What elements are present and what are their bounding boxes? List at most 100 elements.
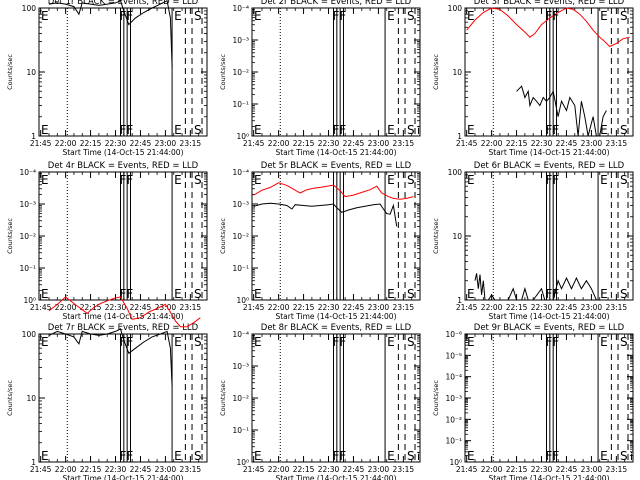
f-band [126,7,131,137]
panel-det-2r: Det 2r BLACK = Events, RED = LLD 10⁰ 10⁻¹ 1… [219,0,421,157]
marker-f: FF [546,123,560,137]
f-band [126,171,131,301]
marker-f: FF [120,173,134,187]
x-tick-label: 22:15 [80,465,102,474]
marker-e: E [387,287,395,301]
marker-e: E [174,173,182,187]
y-axis-label: Counts/sec [6,218,14,254]
marker-i: i [630,450,633,463]
y-tick-label: 10⁻¹ [232,264,249,273]
x-tick-label: 22:30 [318,139,340,148]
x-tick-label: 21:45 [30,139,52,148]
marker-e: E [600,123,608,137]
x-tick-label: 22:00 [481,139,503,148]
y-tick-label: 10 [26,68,36,77]
plot-frame [38,7,208,137]
y-axis-label: Counts/sec [432,218,440,254]
panel-title: Det 4r BLACK = Events, RED = LLD [48,161,199,171]
marker-f: FF [546,287,560,301]
y-tick-label: 10⁻⁴ [232,330,249,339]
x-tick-label: 22:30 [318,465,340,474]
x-tick-label: 22:45 [130,139,152,148]
f-band [339,171,344,301]
x-tick-label: 22:15 [293,465,315,474]
marker-e: E [254,449,262,463]
marker-e: E [174,335,182,349]
x-tick-label: 22:45 [343,303,365,312]
x-tick-label: 23:15 [606,465,628,474]
marker-e: E [387,9,395,23]
y-axis-label: Counts/sec [219,54,227,90]
y-tick-label: 10⁻² [445,415,462,424]
panel-det-7r: Det 7r BLACK = Events, RED = LLD 1 10 100 21… [6,296,208,480]
y-tick-label: 100 [448,4,463,13]
x-tick-label: 23:15 [606,139,628,148]
x-tick-label: 23:00 [368,303,390,312]
f-band [120,171,125,301]
events-series-line [48,328,173,387]
marker-f: FF [546,449,560,463]
marker-s: S [407,9,415,23]
x-axis-label: Start Time (14-Oct-15 21:44:00) [275,312,396,321]
f-band [552,333,557,463]
x-axis-label: Start Time (14-Oct-15 21:44:00) [488,312,609,321]
x-tick-label: 22:45 [556,465,578,474]
y-tick-label: 10⁻³ [232,36,249,45]
panel-det-9r: Det 9r BLACK = Events, RED = LLD 10⁰ 10⁻¹ 1… [432,323,634,480]
y-tick-label: 10⁻³ [232,362,249,371]
y-tick-label: 1 [457,296,462,305]
panel-title: Det 1r BLACK = Events, RED = LLD [48,0,199,7]
marker-f: FF [333,449,347,463]
events-series-line [474,273,597,301]
x-axis-label: Start Time (14-Oct-15 21:44:00) [62,474,183,480]
marker-f: FF [120,9,134,23]
marker-f: FF [120,335,134,349]
marker-e: E [174,287,182,301]
y-tick-label: 10⁻¹ [19,264,36,273]
marker-s: S [620,173,628,187]
x-tick-label: 22:15 [506,303,528,312]
f-band [339,7,344,137]
plot-frame [38,171,208,301]
panel-title: Det 9r BLACK = Events, RED = LLD [474,323,625,333]
x-tick-label: 21:45 [243,465,265,474]
y-tick-label: 10⁰ [236,458,249,467]
y-tick-label: 1 [31,458,36,467]
marker-s: S [407,173,415,187]
marker-e: E [600,287,608,301]
marker-e: E [254,9,262,23]
marker-f: FF [120,449,134,463]
x-tick-label: 23:00 [581,465,603,474]
x-tick-label: 22:00 [481,465,503,474]
y-axis-label: Counts/sec [219,380,227,416]
f-band [333,7,338,137]
lld-series-line [466,7,630,48]
x-tick-label: 22:45 [556,303,578,312]
y-axis-label: Counts/sec [219,218,227,254]
x-tick-label: 23:00 [368,139,390,148]
y-tick-label: 1 [31,132,36,141]
x-tick-label: 23:00 [155,139,177,148]
f-band [546,333,551,463]
x-tick-label: 22:30 [531,303,553,312]
plot-frame [251,7,421,137]
f-band [546,7,551,137]
x-tick-label: 23:00 [155,465,177,474]
f-band [546,171,551,301]
plot-frame [251,171,421,301]
x-tick-label: 22:15 [80,139,102,148]
x-tick-label: 23:15 [180,303,202,312]
marker-s: S [194,9,202,23]
marker-e: E [254,173,262,187]
marker-s: S [194,335,202,349]
marker-e: E [387,335,395,349]
marker-e: E [387,449,395,463]
x-tick-label: 22:45 [130,465,152,474]
events-series-line [48,0,173,67]
panel-title: Det 3r BLACK = Events, RED = LLD [474,0,625,7]
y-tick-label: 10⁰ [236,296,249,305]
marker-s: S [407,335,415,349]
y-tick-label: 10⁻⁴ [232,4,249,13]
f-band [339,333,344,463]
y-tick-label: 10⁻³ [19,200,36,209]
